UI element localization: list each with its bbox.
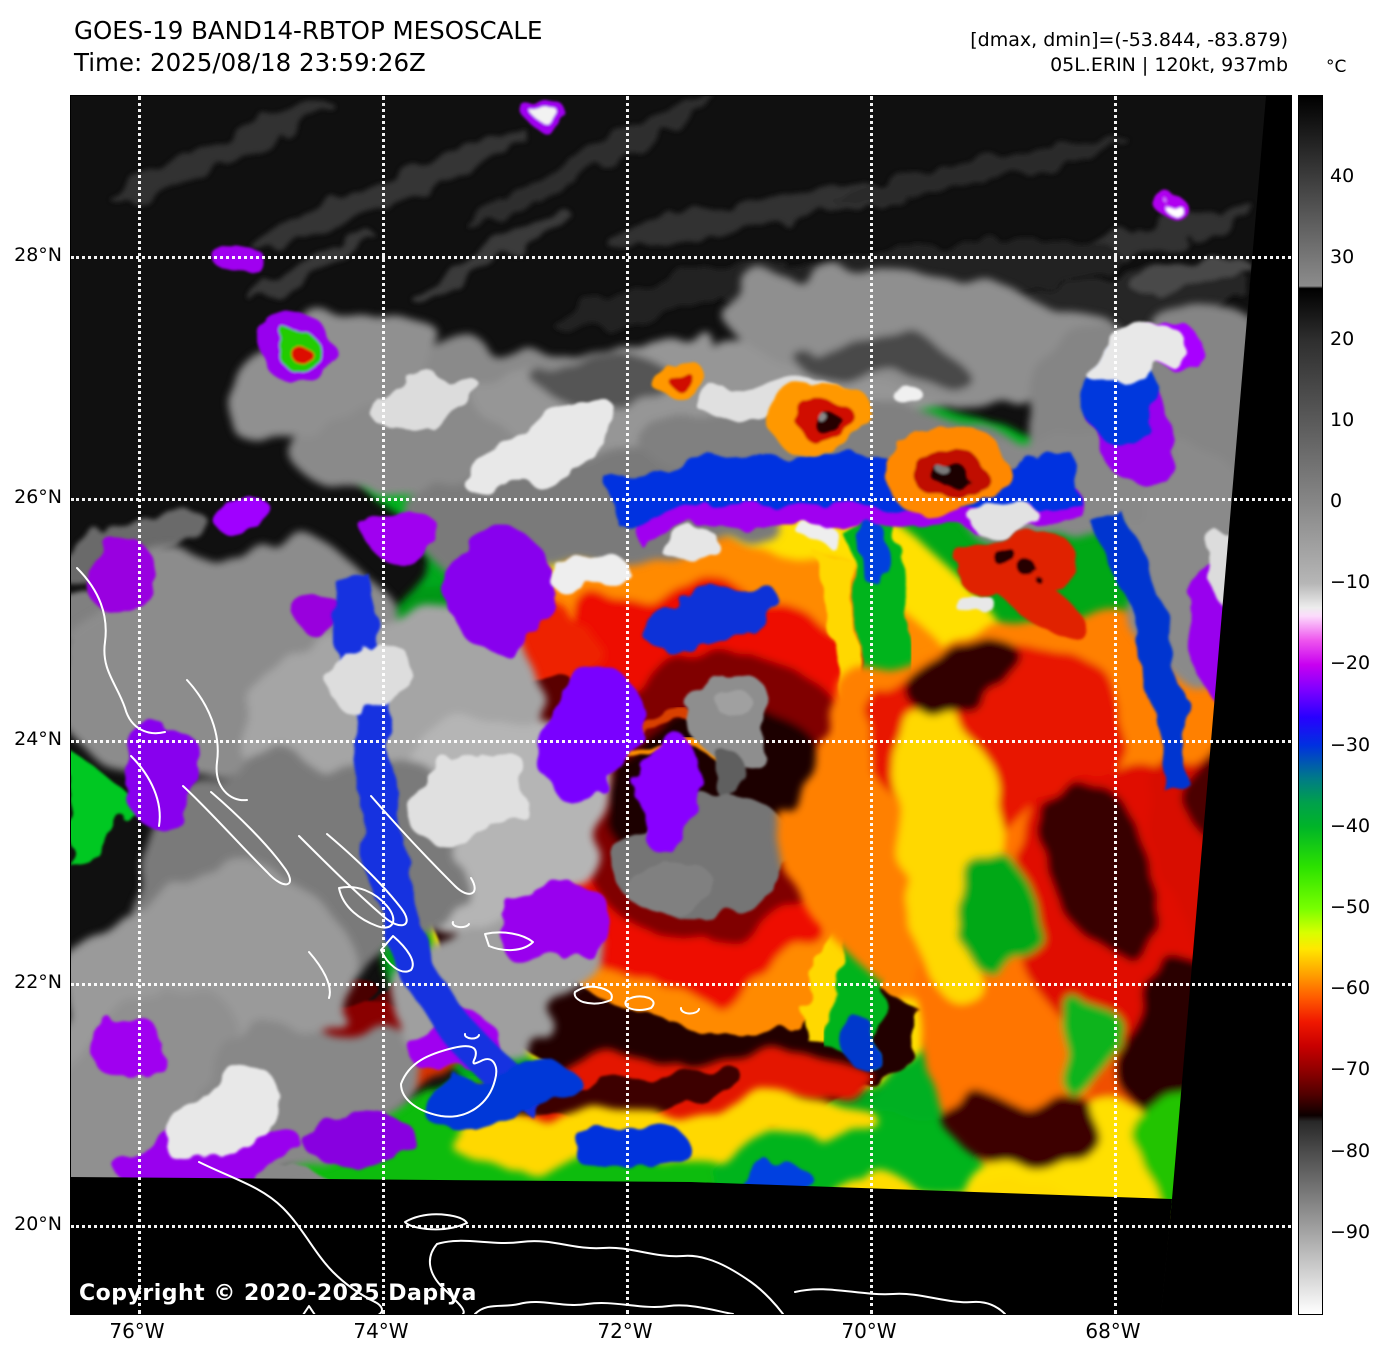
colorbar-tick-label: 0	[1330, 489, 1343, 512]
coastline-haiti-south	[428, 1243, 734, 1314]
colorbar	[1298, 95, 1323, 1315]
lon-axis-label: 72°W	[597, 1319, 653, 1343]
coastline-bahamas-3	[130, 755, 161, 827]
coastline-bahamas-4	[182, 785, 291, 886]
gridline-lon-68°W	[1113, 96, 1117, 1314]
satellite-map: Copyright © 2020-2025 Dapiya	[70, 95, 1292, 1315]
coastline-hispaniola-east	[794, 1288, 1006, 1314]
lat-axis-label: 24°N	[14, 727, 62, 750]
colorbar-tick-label: −10	[1330, 571, 1371, 594]
lat-axis-label: 22°N	[14, 970, 62, 993]
coastline-great-inagua	[400, 1045, 498, 1118]
coastline-ragged-chain	[308, 951, 331, 999]
timestamp-label: Time: 2025/08/18 23:59:26Z	[74, 48, 426, 77]
coastline-little-inagua	[463, 1033, 480, 1040]
coastlines	[76, 567, 1006, 1314]
colorbar-tick-label: 10	[1330, 408, 1355, 431]
gridline-lon-72°W	[625, 96, 629, 1314]
colorbar-tick-label: −60	[1330, 977, 1371, 1000]
coastline-plana-cays	[451, 921, 470, 929]
colorbar-tick-label: −20	[1330, 652, 1371, 675]
colorbar-tick-label: 20	[1330, 327, 1355, 350]
coastline-haiti-north	[436, 1239, 784, 1314]
storm-info-label: 05L.ERIN | 120kt, 937mb	[1050, 54, 1288, 76]
coastline-bahamas-5	[298, 833, 408, 927]
lat-axis-label: 26°N	[14, 485, 62, 508]
cold-blue-transition-bands	[333, 342, 1191, 1200]
coastline-cuba-north	[198, 1161, 376, 1303]
gridline-lon-76°W	[137, 96, 141, 1314]
lat-axis-label: 28°N	[14, 244, 62, 267]
colorbar-tick-label: −70	[1330, 1058, 1371, 1081]
gridline-lat-20°N	[71, 1224, 1291, 1228]
lon-axis-label: 76°W	[109, 1319, 165, 1343]
gridline-lat-26°N	[71, 497, 1291, 501]
gridline-lon-74°W	[381, 96, 385, 1314]
lon-axis-label: 74°W	[353, 1319, 409, 1343]
colorbar-tick-label: −40	[1330, 814, 1371, 837]
gridline-lat-28°N	[71, 256, 1291, 260]
colorbar-tick-label: −50	[1330, 896, 1371, 919]
colorbar-unit-label: °C	[1326, 57, 1347, 77]
coastline-long-island	[370, 795, 476, 895]
lon-axis-label: 70°W	[841, 1319, 897, 1343]
green-patch-left-edge	[71, 751, 141, 866]
colorbar-tick-label: −90	[1330, 1220, 1371, 1243]
page-title: GOES-19 BAND14-RBTOP MESOSCALE	[74, 16, 543, 45]
coastline-mayaguana	[484, 931, 534, 952]
colorbar-tick-label: −30	[1330, 733, 1371, 756]
copyright-label: Copyright © 2020-2025 Dapiya	[79, 1281, 477, 1306]
gridline-lon-70°W	[869, 96, 873, 1314]
colorbar-tick-label: 30	[1330, 246, 1355, 269]
colorbar-tick-label: −80	[1330, 1139, 1371, 1162]
dmax-dmin-label: [dmax, dmin]=(-53.844, -83.879)	[970, 29, 1288, 51]
coastline-bahamas-2	[186, 679, 248, 802]
coastline-crooked-island	[338, 886, 414, 973]
satellite-imagery	[71, 96, 1291, 1314]
lat-axis-label: 20°N	[14, 1212, 62, 1235]
sector-edge-black-regions	[71, 96, 1291, 1314]
gridline-lat-24°N	[71, 739, 1291, 743]
northeast-convective-cells	[650, 358, 1090, 640]
lon-axis-label: 68°W	[1085, 1319, 1141, 1343]
colorbar-tick-label: 40	[1330, 165, 1355, 188]
gridline-lat-22°N	[71, 982, 1291, 986]
